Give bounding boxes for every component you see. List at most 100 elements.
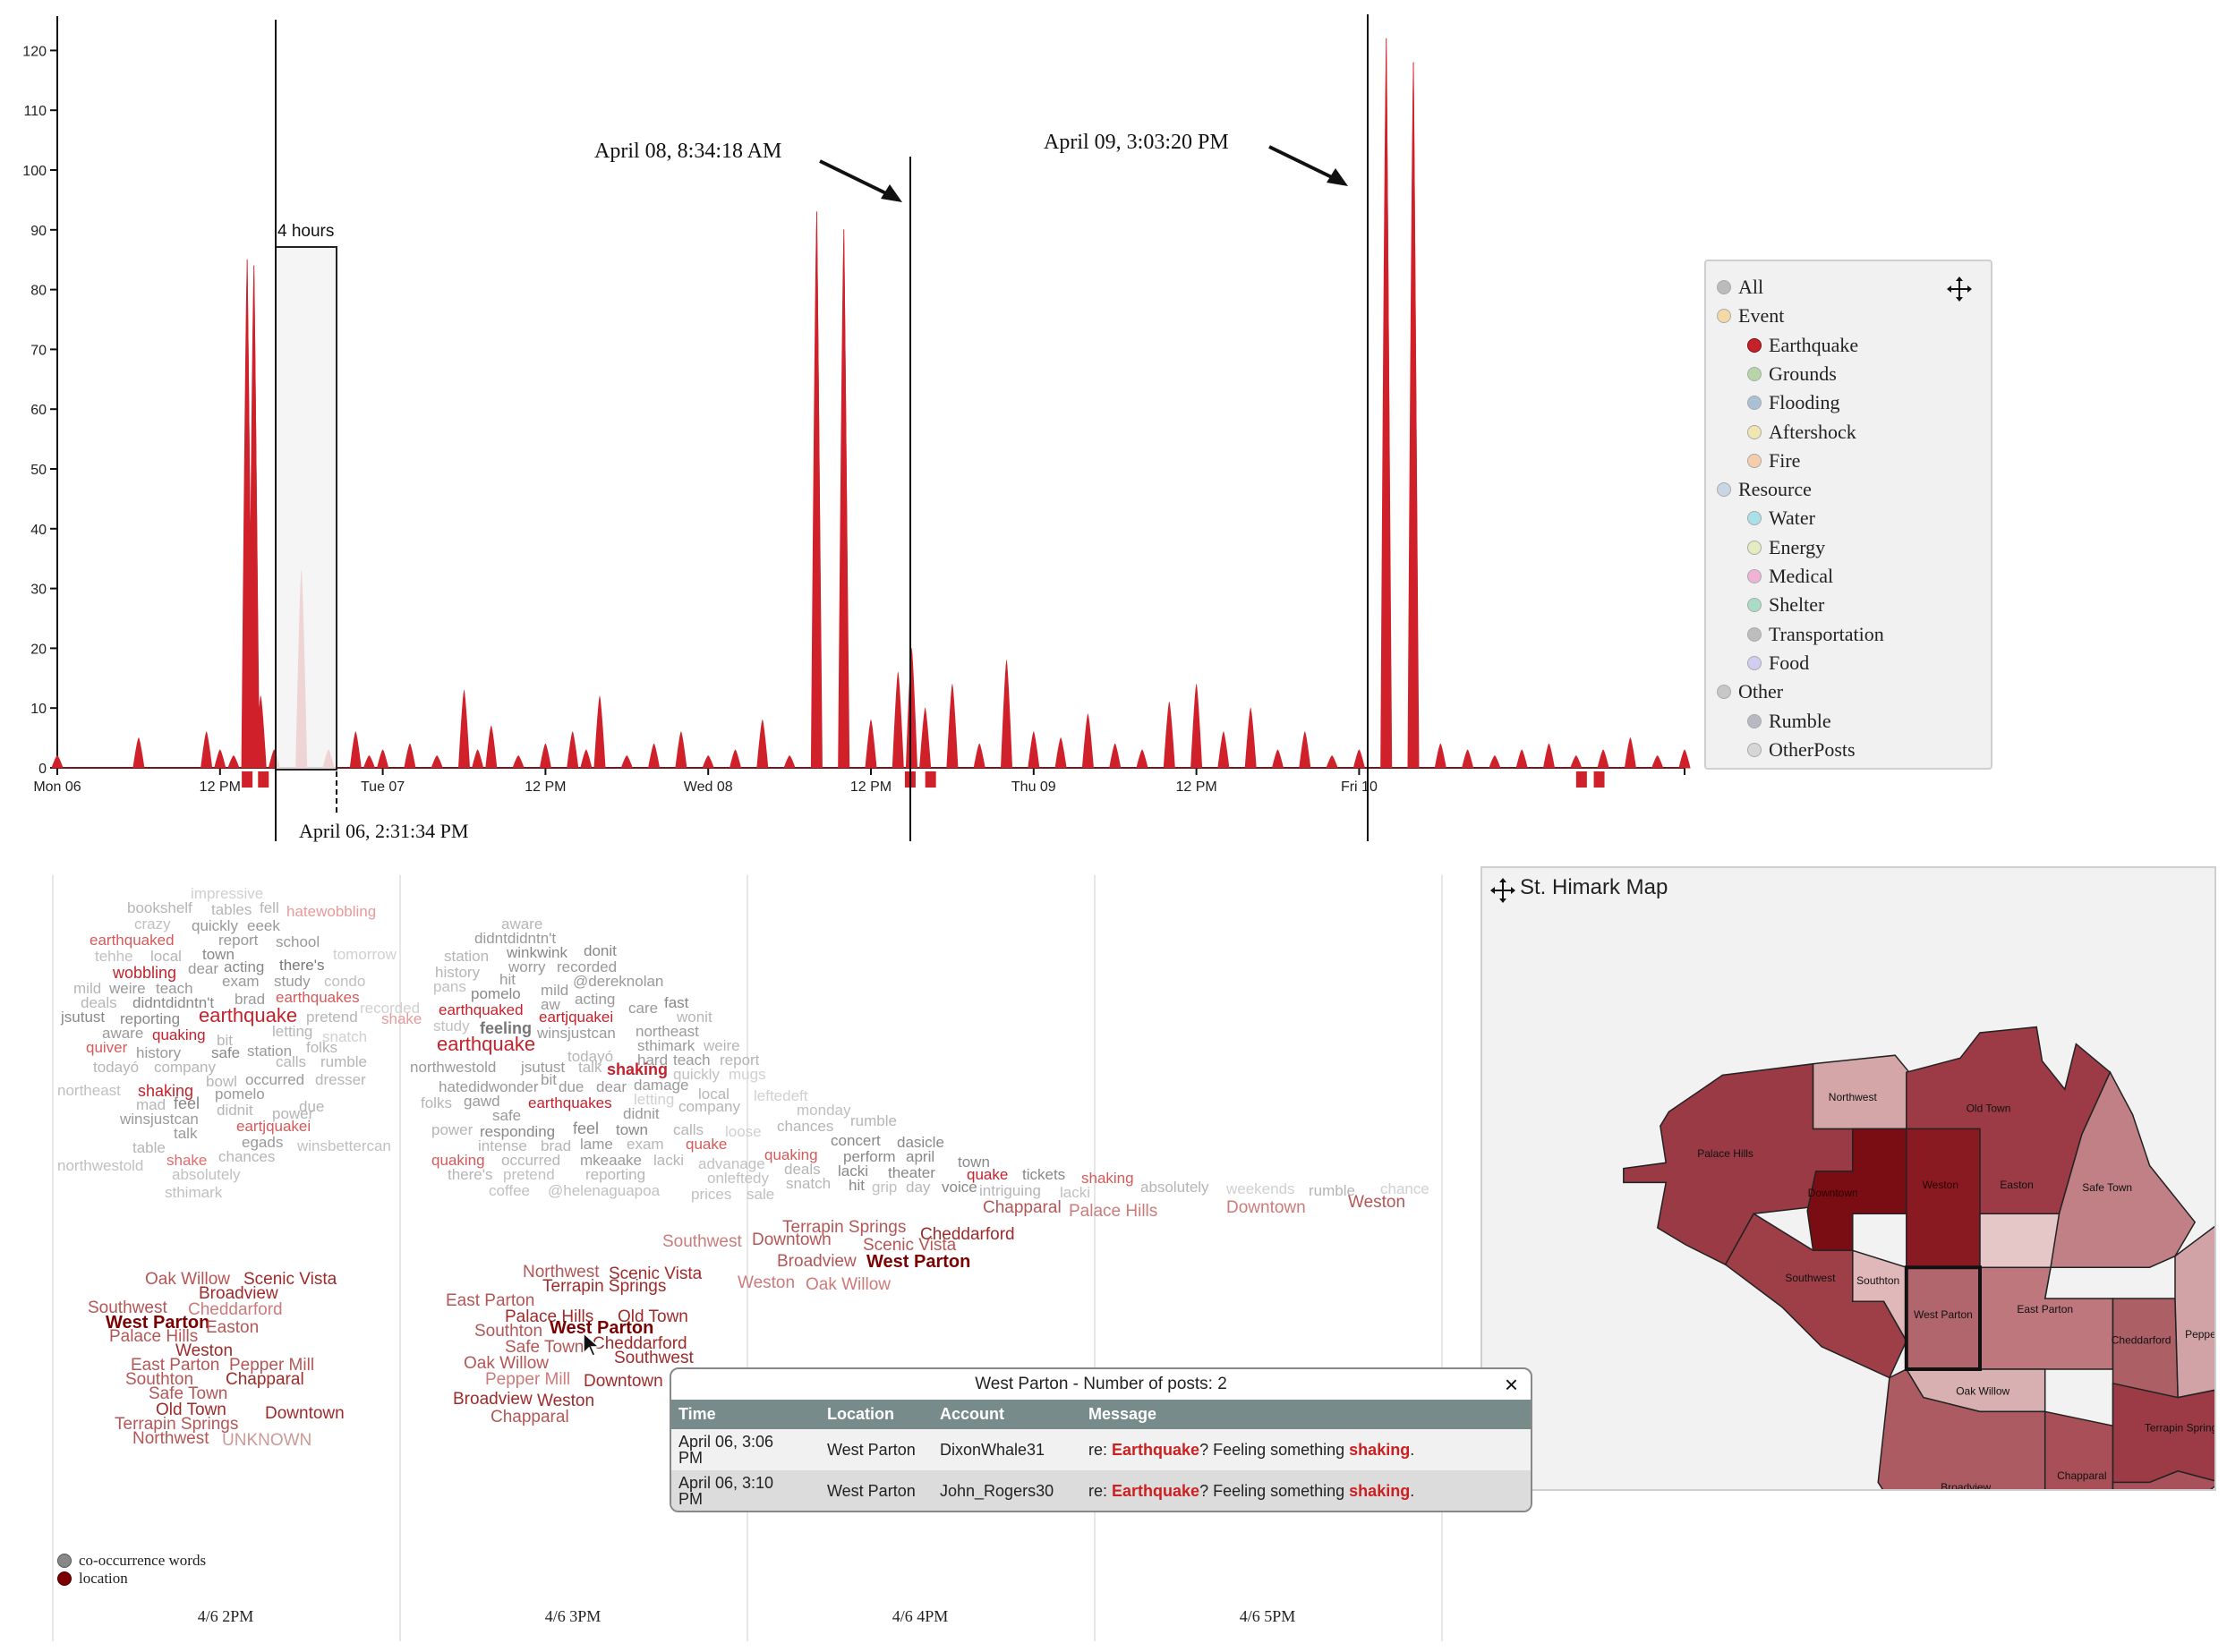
- cloud-word[interactable]: earthquaked: [439, 1001, 524, 1018]
- cloud-word[interactable]: rumble: [320, 1053, 367, 1070]
- cloud-word[interactable]: intense: [478, 1137, 527, 1154]
- cloud-word[interactable]: West Parton: [550, 1318, 654, 1338]
- post-location[interactable]: West Parton: [820, 1429, 933, 1470]
- cloud-word[interactable]: there's: [448, 1166, 493, 1183]
- cloud-word[interactable]: Safe Town: [149, 1384, 228, 1403]
- cloud-word[interactable]: company: [678, 1098, 740, 1115]
- cloud-word[interactable]: pretend: [503, 1166, 555, 1183]
- cloud-word[interactable]: care: [628, 1000, 659, 1017]
- legend-item-water[interactable]: Water: [1747, 505, 1815, 532]
- cloud-word[interactable]: town: [958, 1154, 990, 1171]
- cloud-word[interactable]: didntdidntn't: [474, 930, 557, 947]
- post-row[interactable]: April 06, 3:10 PM West Parton John_Rogers30…: [671, 1470, 1531, 1511]
- map-region-terrapin-springs[interactable]: [2112, 1382, 2215, 1489]
- map-region-chapparal[interactable]: [2044, 1410, 2114, 1489]
- cloud-word[interactable]: calls: [276, 1053, 307, 1070]
- cloud-word[interactable]: absolutely: [1140, 1179, 1209, 1196]
- cloud-word[interactable]: Downtown: [752, 1230, 832, 1249]
- cloud-word[interactable]: letting: [272, 1023, 313, 1040]
- column-header-time[interactable]: Time: [671, 1400, 820, 1429]
- cloud-word[interactable]: northeast: [636, 1023, 699, 1040]
- peak-marker[interactable]: [1593, 771, 1605, 788]
- cloud-word[interactable]: power: [431, 1121, 474, 1138]
- cloud-word[interactable]: lacki: [1060, 1184, 1091, 1201]
- cloud-word[interactable]: responding: [480, 1123, 556, 1140]
- cloud-word[interactable]: Palace Hills: [505, 1307, 594, 1326]
- cloud-word[interactable]: mild: [73, 980, 102, 997]
- legend-item-food[interactable]: Food: [1747, 650, 1809, 677]
- cloud-word[interactable]: teach: [156, 980, 193, 997]
- legend-item-medical[interactable]: Medical: [1747, 563, 1833, 590]
- cloud-word[interactable]: report: [218, 932, 259, 949]
- cloud-word[interactable]: sale: [747, 1186, 775, 1203]
- cloud-word[interactable]: talk: [578, 1059, 602, 1076]
- legend-item-energy[interactable]: Energy: [1747, 534, 1825, 561]
- cloud-word[interactable]: UNKNOWN: [222, 1431, 312, 1450]
- cloud-word[interactable]: Weston: [175, 1341, 234, 1360]
- cloud-word[interactable]: Northwest: [132, 1429, 209, 1448]
- legend-item-shelter[interactable]: Shelter: [1747, 592, 1824, 618]
- cloud-word[interactable]: northwestold: [57, 1157, 144, 1174]
- cloud-word[interactable]: winsbettercan: [297, 1137, 391, 1154]
- cloud-word[interactable]: april: [906, 1148, 935, 1165]
- cloud-word[interactable]: Oak Willow: [145, 1270, 231, 1289]
- cloud-word[interactable]: Chapparal: [491, 1408, 569, 1426]
- cloud-word[interactable]: Old Town: [156, 1401, 226, 1419]
- cloud-word[interactable]: wobbling: [113, 964, 177, 982]
- cloud-word[interactable]: condo: [324, 973, 366, 990]
- cloud-word[interactable]: local: [150, 948, 182, 965]
- cloud-word[interactable]: lacki: [653, 1152, 685, 1169]
- cloud-word[interactable]: gawd: [464, 1093, 500, 1110]
- cloud-word[interactable]: safe: [492, 1107, 522, 1124]
- cloud-word[interactable]: feel: [174, 1094, 201, 1112]
- cloud-word[interactable]: pretend: [306, 1009, 358, 1026]
- map-canvas[interactable]: Old Town Northwest Palace Hills Safe Town Do…: [1482, 868, 2214, 1489]
- cloud-word[interactable]: quickly: [673, 1066, 720, 1083]
- cloud-word[interactable]: shaking: [138, 1082, 194, 1100]
- cloud-word[interactable]: dear: [188, 960, 219, 977]
- cloud-word[interactable]: deals: [81, 994, 117, 1011]
- cloud-word[interactable]: occurred: [501, 1152, 561, 1169]
- cloud-word[interactable]: quaking: [431, 1152, 485, 1169]
- cloud-word[interactable]: aware: [102, 1025, 144, 1042]
- cloud-word[interactable]: todayó: [93, 1059, 140, 1076]
- cloud-word[interactable]: reporting: [120, 1010, 181, 1027]
- cloud-word[interactable]: aw: [541, 996, 560, 1013]
- cloud-word[interactable]: Oak Willow: [806, 1275, 892, 1294]
- cloud-word[interactable]: voice: [942, 1179, 977, 1196]
- cloud-word[interactable]: aware: [501, 915, 543, 932]
- cloud-word[interactable]: teach: [673, 1052, 711, 1069]
- cloud-word[interactable]: occurred: [245, 1071, 305, 1088]
- cloud-word[interactable]: hit: [849, 1177, 865, 1194]
- cloud-word[interactable]: didnit: [623, 1105, 660, 1122]
- legend-item-grounds[interactable]: Grounds: [1747, 361, 1837, 387]
- cloud-word[interactable]: Palace Hills: [109, 1327, 199, 1346]
- legend-item-resource[interactable]: Resource: [1717, 476, 1812, 503]
- cloud-word[interactable]: due: [559, 1078, 584, 1095]
- cloud-word[interactable]: concert: [831, 1132, 881, 1149]
- legend-item-transportation[interactable]: Transportation: [1747, 621, 1884, 648]
- cloud-word[interactable]: study: [433, 1018, 470, 1035]
- cloud-word[interactable]: quiver: [86, 1039, 128, 1056]
- cloud-word[interactable]: worry: [508, 958, 546, 975]
- category-legend[interactable]: All Event Earthquake Grounds Flooding Aftersh…: [1704, 260, 1992, 770]
- legend-item-event[interactable]: Event: [1717, 302, 1784, 329]
- legend-item-rumble[interactable]: Rumble: [1747, 708, 1831, 735]
- cloud-word[interactable]: Cheddarford: [188, 1300, 283, 1319]
- cloud-word[interactable]: Southwest: [662, 1232, 742, 1251]
- cloud-word[interactable]: report: [720, 1052, 760, 1069]
- cloud-word[interactable]: school: [276, 933, 320, 950]
- cloud-word[interactable]: recorded: [557, 958, 618, 975]
- cloud-word[interactable]: due: [299, 1098, 325, 1115]
- cloud-word[interactable]: tehhe: [95, 948, 133, 965]
- cloud-word[interactable]: Downtown: [265, 1404, 345, 1423]
- cloud-word[interactable]: hit: [499, 971, 516, 988]
- cloud-word[interactable]: @dereknolan: [573, 973, 664, 990]
- cloud-word[interactable]: Terrapin Springs: [542, 1277, 667, 1296]
- st-himark-map-panel[interactable]: St. Himark Map Old Town Northwest Palace H…: [1480, 866, 2216, 1491]
- peak-marker[interactable]: [1575, 771, 1587, 788]
- map-region-southton[interactable]: [1852, 1249, 1907, 1344]
- cloud-word[interactable]: Oak Willow: [464, 1354, 550, 1373]
- peak-marker[interactable]: [925, 771, 936, 788]
- cloud-word[interactable]: mkeaake: [580, 1152, 642, 1169]
